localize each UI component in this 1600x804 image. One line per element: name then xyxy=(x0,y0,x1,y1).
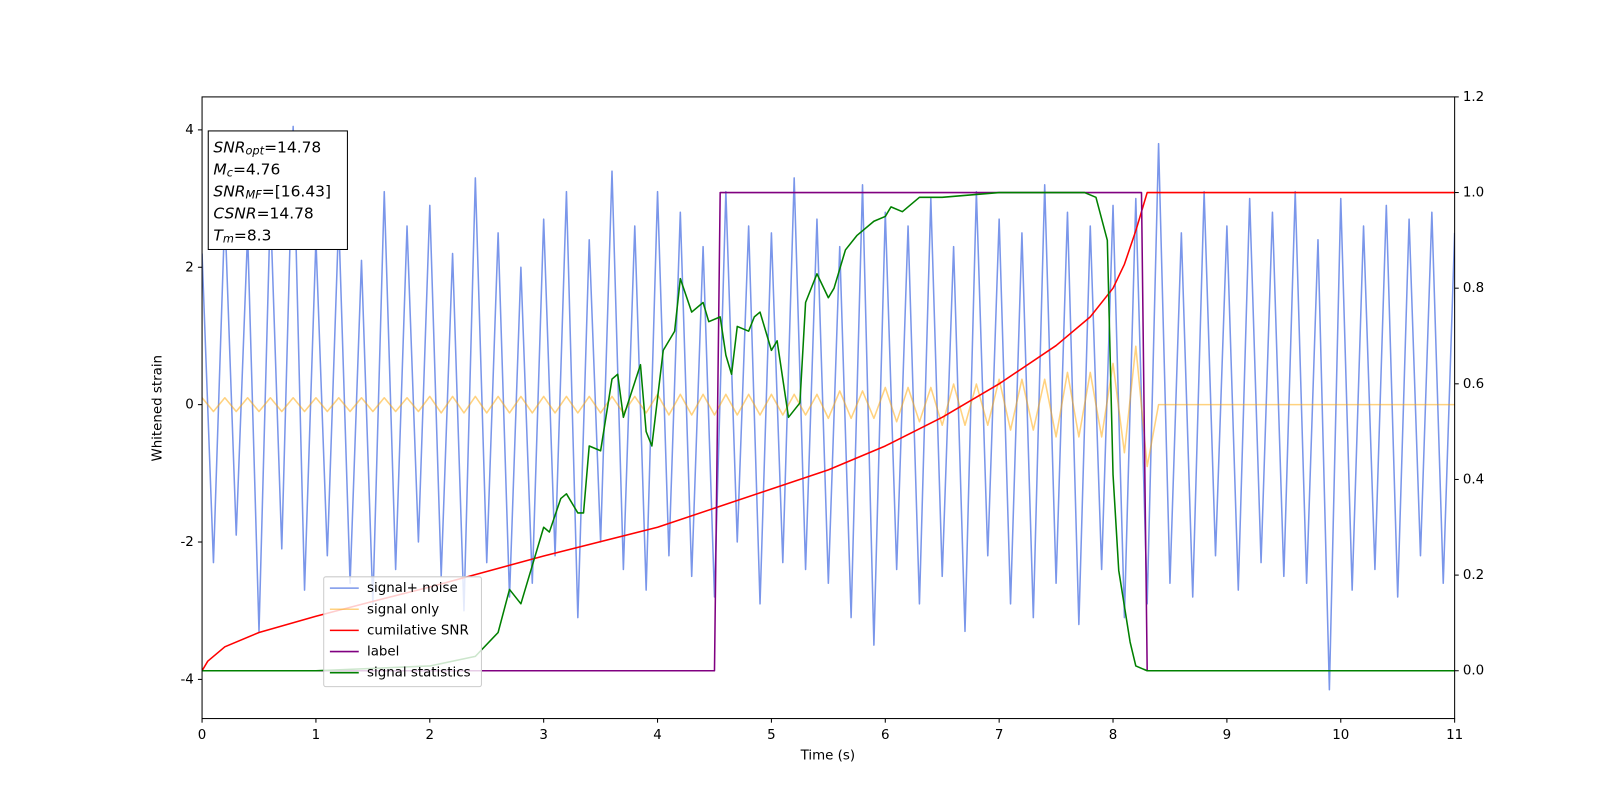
y2-tick-label: 1.2 xyxy=(1463,90,1484,105)
series-line xyxy=(202,191,1455,672)
x-tick-label: 8 xyxy=(1109,728,1118,743)
y-tick-label: -4 xyxy=(180,672,193,687)
x-tick-label: 9 xyxy=(1223,728,1232,743)
x-tick-label: 0 xyxy=(198,728,207,743)
annotation-box xyxy=(207,130,348,250)
annotation-symbol: M xyxy=(213,160,226,178)
x-tick-label: 3 xyxy=(539,728,548,743)
annotation-symbol: CSNR xyxy=(213,204,256,222)
y2-tick-label: 0.6 xyxy=(1463,377,1484,392)
legend-label: cumilative SNR xyxy=(367,623,469,638)
legend-box xyxy=(323,576,482,688)
y2-tick-label: 0.0 xyxy=(1463,664,1484,679)
y2-tick-label: 0.2 xyxy=(1463,568,1484,583)
legend-label: signal+ noise xyxy=(367,581,458,596)
legend-label: signal only xyxy=(367,602,439,617)
y-tick-label: 4 xyxy=(185,123,194,138)
x-tick-label: 11 xyxy=(1446,728,1463,743)
annotation-subscript: opt xyxy=(246,144,265,158)
plot-lines xyxy=(202,125,1455,691)
annotation-symbol: SNR xyxy=(213,182,245,200)
axes: 0 1 2 3 4 5 6 7 8 9 10 11 -4 -2 0 2 4 0.0 0.2 0.4 0.6 0.8 1.0 1… xyxy=(180,90,1484,743)
y-axis-label: Whitened strain xyxy=(151,355,166,462)
x-tick-label: 4 xyxy=(653,728,662,743)
y2-tick-label: 0.4 xyxy=(1463,472,1484,487)
legend-label: signal statistics xyxy=(367,666,471,681)
annotation-value: =14.78 xyxy=(264,138,321,156)
x-tick-label: 7 xyxy=(995,728,1004,743)
series-line xyxy=(202,125,1455,691)
series-line xyxy=(202,191,1455,672)
annotation-value: =[16.43] xyxy=(262,182,331,200)
x-tick-label: 1 xyxy=(312,728,321,743)
y-tick-label: -2 xyxy=(180,535,193,550)
annotation-subscript: MF xyxy=(246,187,263,201)
x-tick-label: 6 xyxy=(881,728,890,743)
legend: signal+ noise signal only cumilative SNR la… xyxy=(323,576,482,688)
plot-frame xyxy=(201,96,1456,720)
series-line xyxy=(202,345,1455,468)
annotation-symbol: T xyxy=(213,226,224,244)
annotation-line: SNRMF=[16.43] xyxy=(213,182,331,202)
legend-label: label xyxy=(367,645,399,660)
annotation-value: =8.3 xyxy=(234,226,272,244)
y-tick-label: 2 xyxy=(185,260,194,275)
annotation: SNRopt=14.78Mc=4.76SNRMF=[16.43]CSNR=14.… xyxy=(207,130,348,250)
annotation-subscript: m xyxy=(223,231,234,245)
x-tick-label: 2 xyxy=(426,728,435,743)
annotation-line: Mc=4.76 xyxy=(213,160,280,180)
annotation-value: =4.76 xyxy=(233,160,280,178)
y-tick-label: 0 xyxy=(185,398,194,413)
annotation-value: =14.78 xyxy=(257,204,314,222)
annotation-symbol: SNR xyxy=(213,138,245,156)
x-tick-label: 5 xyxy=(767,728,776,743)
y2-tick-label: 1.0 xyxy=(1463,186,1484,201)
x-axis-label: Time (s) xyxy=(800,749,855,764)
annotation-line: SNRopt=14.78 xyxy=(213,138,321,158)
annotation-line: CSNR=14.78 xyxy=(213,204,313,222)
y2-tick-label: 0.8 xyxy=(1463,281,1484,296)
annotation-line: Tm=8.3 xyxy=(213,226,271,246)
annotation-subscript: c xyxy=(227,166,234,180)
x-tick-label: 10 xyxy=(1332,728,1349,743)
